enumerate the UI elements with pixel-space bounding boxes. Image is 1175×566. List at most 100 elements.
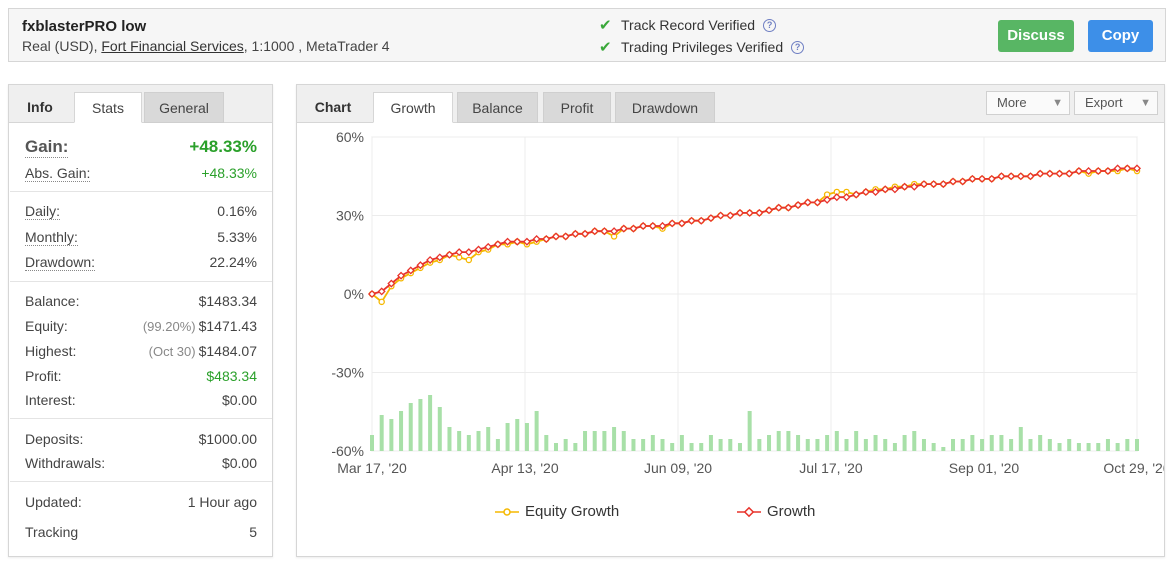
- growth-chart: 60% 30% 0% -30% -60%Mar 17, '20 Apr 13, '20 Ju…: [331, 129, 1164, 476]
- growth-point: [1016, 172, 1025, 181]
- y-tick-label: -30%: [331, 365, 364, 381]
- help-icon[interactable]: ?: [763, 18, 777, 32]
- growth-point: [871, 187, 880, 196]
- growth-point: [900, 182, 909, 191]
- growth-point: [823, 195, 832, 204]
- stat-value: +48.33%: [189, 137, 257, 156]
- equity-growth-point: [465, 256, 473, 264]
- legend-label: Equity Growth: [525, 503, 620, 520]
- help-icon[interactable]: ?: [791, 40, 805, 54]
- volume-bar: [805, 439, 810, 451]
- volume-bar: [815, 439, 820, 451]
- growth-point: [426, 255, 435, 265]
- system-title: fxblasterPRO low: [22, 18, 147, 35]
- growth-point: [1026, 172, 1035, 181]
- volume-bar: [883, 439, 888, 451]
- discuss-button[interactable]: Discuss: [998, 20, 1074, 52]
- stat-value: (99.20%) $1471.43: [143, 318, 257, 334]
- stat-label: Balance:: [25, 293, 80, 309]
- volume-bar: [1047, 439, 1052, 451]
- tab-profit[interactable]: Profit: [543, 92, 611, 123]
- growth-point: [958, 177, 967, 186]
- volume-bar: [912, 431, 917, 451]
- divider: [10, 418, 272, 419]
- volume-bar: [718, 439, 723, 451]
- volume-bar: [1057, 443, 1062, 451]
- chart-panel: Chart Growth Balance Profit Drawdown Mor…: [296, 84, 1165, 557]
- growth-point: [919, 180, 928, 189]
- tab-balance[interactable]: Balance: [457, 92, 538, 123]
- growth-point: [639, 221, 648, 230]
- copy-button[interactable]: Copy: [1088, 20, 1153, 52]
- growth-point: [735, 208, 745, 217]
- stat-label: Highest:: [25, 343, 77, 359]
- volume-bar: [747, 411, 752, 451]
- volume-bar: [621, 431, 626, 451]
- legend-growth[interactable]: Growth: [737, 503, 815, 520]
- stat-label: Daily:: [25, 203, 61, 220]
- growth-point: [1084, 166, 1093, 176]
- growth-point: [464, 248, 473, 257]
- stat-value: 1 Hour ago: [187, 494, 257, 510]
- tab-drawdown[interactable]: Drawdown: [615, 92, 715, 123]
- growth-point: [387, 279, 396, 288]
- chevron-down-icon: ▼: [1052, 97, 1063, 109]
- volume-bar: [989, 435, 994, 451]
- tab-growth[interactable]: Growth: [373, 92, 453, 123]
- highest-amount: $1484.07: [198, 343, 257, 359]
- legend-equity-growth[interactable]: Equity Growth: [495, 503, 619, 520]
- volume-bar: [902, 435, 907, 451]
- volume-bar: [631, 439, 636, 451]
- growth-point: [629, 224, 638, 233]
- growth-point: [503, 237, 512, 246]
- more-label: More: [997, 95, 1027, 110]
- growth-point: [716, 211, 725, 220]
- growth-point: [1055, 169, 1064, 178]
- growth-point: [1036, 169, 1045, 178]
- volume-bar: [592, 431, 597, 451]
- trading-privileges-label: Trading Privileges Verified: [621, 39, 784, 55]
- volume-bar: [863, 439, 868, 451]
- volume-bar: [767, 435, 772, 451]
- x-tick-label: Jul 17, '20: [799, 460, 863, 476]
- growth-point: [774, 203, 783, 212]
- growth-point: [1132, 164, 1142, 173]
- stat-value: $0.00: [221, 392, 257, 408]
- growth-point: [1065, 169, 1074, 178]
- divider: [10, 481, 272, 482]
- growth-point: [532, 235, 541, 244]
- growth-point: [493, 240, 502, 249]
- volume-bar: [854, 431, 859, 451]
- growth-point: [1123, 164, 1132, 173]
- volume-bar: [834, 431, 839, 451]
- stat-value: $1483.34: [198, 293, 257, 309]
- growth-point: [764, 206, 774, 215]
- volume-bar: [544, 435, 549, 451]
- export-dropdown[interactable]: Export ▼: [1074, 91, 1158, 115]
- volume-bar: [892, 443, 897, 451]
- more-dropdown[interactable]: More ▼: [986, 91, 1070, 115]
- growth-point: [1103, 166, 1112, 176]
- broker-link[interactable]: Fort Financial Services: [101, 38, 244, 54]
- stat-label: Monthly:: [25, 229, 78, 246]
- tab-stats[interactable]: Stats: [74, 92, 142, 123]
- growth-point: [687, 216, 696, 225]
- growth-point: [600, 227, 609, 236]
- account-type: Real (USD),: [22, 38, 98, 54]
- volume-bar: [999, 435, 1004, 451]
- growth-point: [929, 180, 938, 189]
- growth-point: [1113, 164, 1122, 173]
- growth-point: [1094, 166, 1103, 176]
- volume-bar: [844, 439, 849, 451]
- volume-bar: [1125, 439, 1130, 451]
- volume-bar: [921, 439, 926, 451]
- growth-point: [455, 248, 464, 257]
- leverage-platform: , 1:1000 , MetaTrader 4: [243, 38, 390, 54]
- volume-bar: [437, 407, 442, 451]
- volume-bar: [476, 431, 481, 451]
- growth-point: [668, 219, 677, 228]
- tab-general[interactable]: General: [144, 92, 224, 123]
- volume-bar: [728, 439, 733, 451]
- stat-value: $0.00: [221, 455, 257, 471]
- stat-label: Profit:: [25, 368, 62, 384]
